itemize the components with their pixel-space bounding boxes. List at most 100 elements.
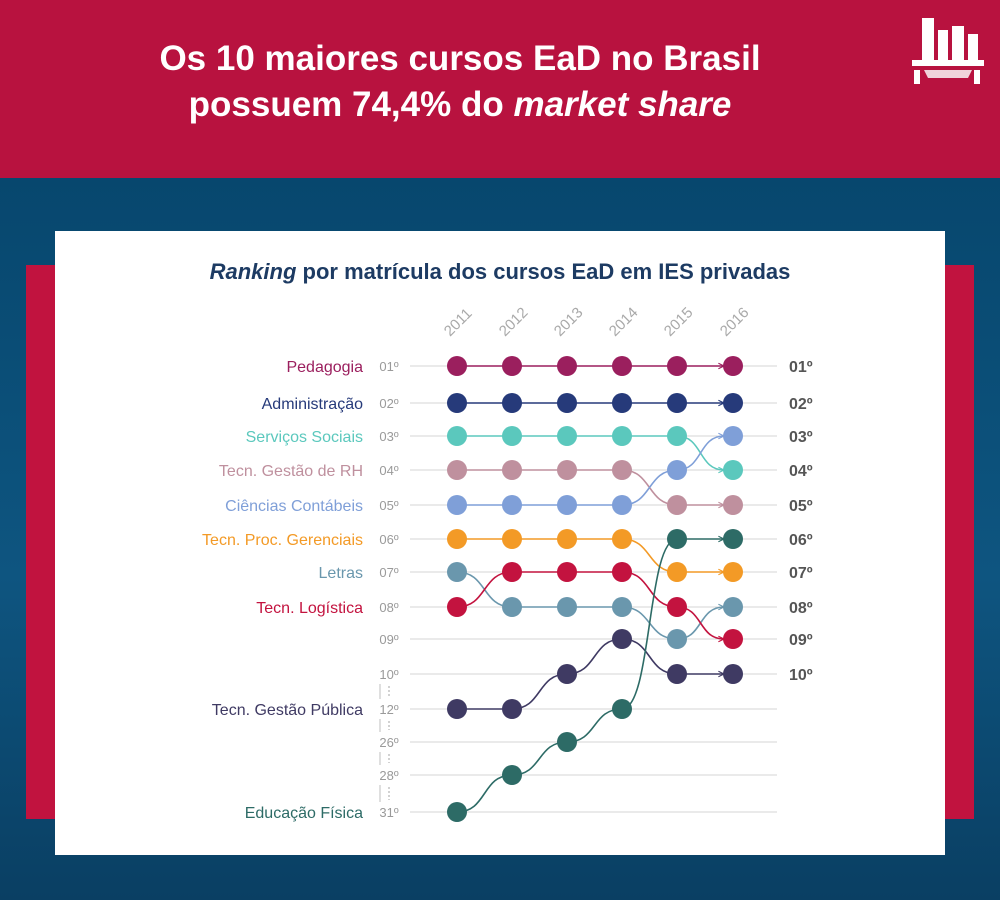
data-point — [557, 529, 577, 549]
data-point — [557, 356, 577, 376]
chart-title-emphasis: Ranking — [210, 259, 297, 284]
data-point — [612, 460, 632, 480]
data-point — [502, 356, 522, 376]
chart-title-rest: por matrícula dos cursos EaD em IES priv… — [296, 259, 790, 284]
data-point — [667, 629, 687, 649]
data-point — [723, 529, 743, 549]
chart-card: Ranking por matrícula dos cursos EaD em … — [55, 231, 945, 855]
year-axis: 2011 2012 2013 2014 2015 2016 — [441, 304, 753, 340]
data-point — [612, 629, 632, 649]
data-point — [557, 664, 577, 684]
data-point — [447, 393, 467, 413]
data-point — [723, 562, 743, 582]
rank-label-left: 03º — [379, 429, 398, 444]
data-point — [667, 562, 687, 582]
data-point — [502, 393, 522, 413]
data-point — [723, 629, 743, 649]
data-point — [447, 802, 467, 822]
data-point — [557, 460, 577, 480]
rank-axis-left: 01º 02º 03º 04º 05º 06º 07º 08º 09º 10º 12º 26º 28º 3… — [379, 359, 398, 820]
data-point — [667, 356, 687, 376]
data-point — [502, 426, 522, 446]
data-point — [723, 597, 743, 617]
data-point — [612, 356, 632, 376]
data-point — [723, 495, 743, 515]
rank-label-right: 05º — [789, 498, 813, 515]
series-label: Tecn. Proc. Gerenciais — [202, 532, 363, 549]
rank-label-right: 09º — [789, 632, 813, 649]
data-point — [667, 664, 687, 684]
data-point — [612, 529, 632, 549]
year-label: 2011 — [441, 305, 476, 340]
year-label: 2012 — [496, 304, 532, 340]
rank-label-left: 10º — [379, 667, 398, 682]
data-point — [447, 495, 467, 515]
data-point — [502, 495, 522, 515]
data-point — [667, 529, 687, 549]
data-point — [447, 460, 467, 480]
data-point — [667, 495, 687, 515]
rank-label-left: 12º — [379, 702, 398, 717]
data-point — [667, 426, 687, 446]
series-label: Ciências Contábeis — [225, 498, 363, 515]
title-line-2-emphasis: market share — [513, 85, 732, 124]
data-point — [723, 426, 743, 446]
series-label: Pedagogia — [286, 359, 363, 376]
rank-label-right: 04º — [789, 463, 813, 480]
rank-label-right: 08º — [789, 600, 813, 617]
data-point — [502, 460, 522, 480]
series-points — [447, 356, 743, 822]
year-label: 2015 — [661, 304, 697, 340]
rank-label-right: 07º — [789, 565, 813, 582]
data-point — [447, 356, 467, 376]
data-point — [557, 732, 577, 752]
series-label: Tecn. Gestão Pública — [212, 702, 363, 719]
series-label: Tecn. Logística — [256, 600, 363, 617]
data-point — [557, 393, 577, 413]
year-label: 2016 — [717, 304, 753, 340]
data-point — [612, 562, 632, 582]
data-point — [612, 699, 632, 719]
data-point — [447, 529, 467, 549]
data-point — [667, 393, 687, 413]
rank-label-left: 06º — [379, 532, 398, 547]
data-point — [502, 699, 522, 719]
data-point — [612, 597, 632, 617]
series-label: Administração — [262, 396, 363, 413]
data-point — [723, 664, 743, 684]
data-point — [557, 495, 577, 515]
ranking-chart: Ranking por matrícula dos cursos EaD em … — [202, 259, 813, 822]
rank-axis-right: 01º 02º 03º 04º 05º 06º 07º 08º 09º 10º — [789, 359, 813, 684]
rank-label-right: 06º — [789, 532, 813, 549]
data-point — [723, 393, 743, 413]
title-line-1: Os 10 maiores cursos EaD no Brasil — [159, 39, 761, 78]
data-point — [723, 356, 743, 376]
data-point — [502, 597, 522, 617]
data-point — [667, 597, 687, 617]
data-point — [667, 460, 687, 480]
data-point — [612, 393, 632, 413]
rank-label-right: 01º — [789, 359, 813, 376]
rank-label-left: 31º — [379, 805, 398, 820]
series-labels: Pedagogia Administração Serviços Sociais Te… — [202, 359, 363, 822]
axis-breaks — [379, 684, 390, 802]
header-banner: Os 10 maiores cursos EaD no Brasil possu… — [0, 0, 1000, 178]
rank-label-right: 02º — [789, 396, 813, 413]
data-point — [502, 765, 522, 785]
data-point — [447, 597, 467, 617]
year-label: 2014 — [606, 304, 642, 340]
rank-label-left: 08º — [379, 600, 398, 615]
rank-label-left: 02º — [379, 396, 398, 411]
data-point — [502, 529, 522, 549]
rank-label-left: 28º — [379, 768, 398, 783]
rank-label-right: 03º — [789, 429, 813, 446]
rank-label-right: 10º — [789, 667, 813, 684]
page-title: Os 10 maiores cursos EaD no Brasil possu… — [60, 36, 860, 128]
rank-label-left: 26º — [379, 735, 398, 750]
rank-label-left: 05º — [379, 498, 398, 513]
data-point — [447, 562, 467, 582]
rank-label-left: 07º — [379, 565, 398, 580]
data-point — [723, 460, 743, 480]
data-point — [502, 562, 522, 582]
rank-label-left: 04º — [379, 463, 398, 478]
